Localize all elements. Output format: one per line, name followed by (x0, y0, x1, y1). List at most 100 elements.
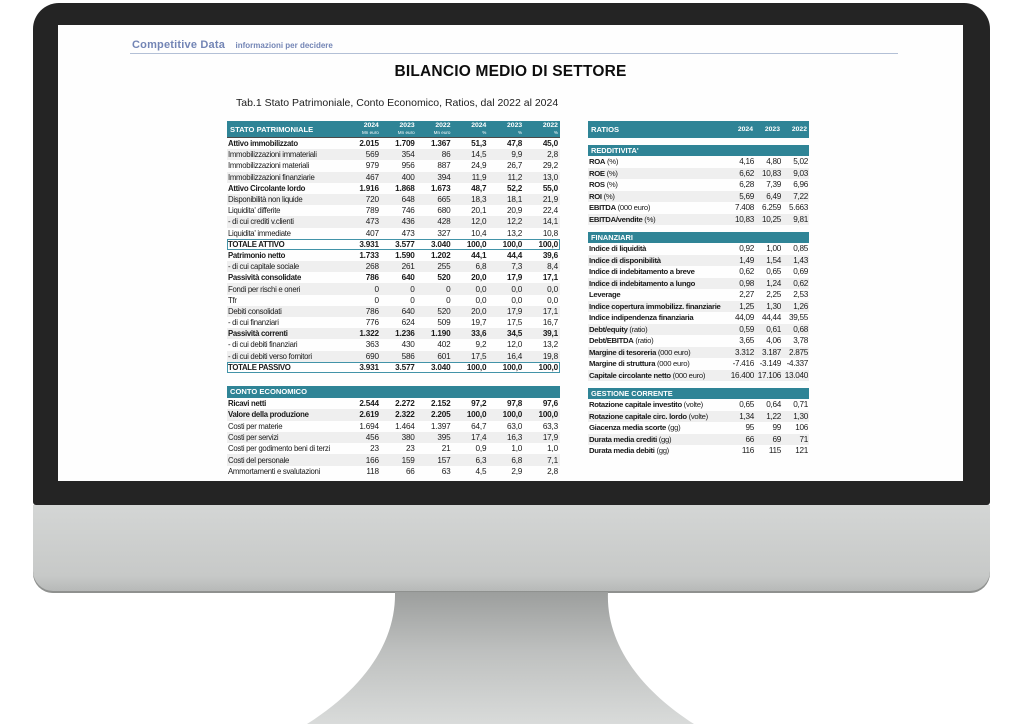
cell-value: 20,0 (471, 306, 487, 316)
cell-value: 22,4 (542, 206, 558, 216)
ratios-table: RATIOS 2024 2023 2022 REDDITIVITA' ROA (%) 4,1… (588, 121, 809, 457)
row-label: Costi per godimento beni di terzi (228, 444, 330, 454)
cell-value: 1,0 (511, 444, 523, 454)
cell-value: 473 (401, 228, 415, 238)
cell-value: 586 (401, 351, 415, 361)
cell-value: 1.202 (430, 250, 451, 260)
cell-value: 20,9 (507, 206, 523, 216)
table-row: EBITDA (000 euro) 7.408 6.259 5.663 (588, 202, 809, 214)
table-row: Indice di disponibilità 1,49 1,54 1,43 (588, 254, 809, 266)
cell-value: 17,5 (471, 351, 487, 361)
cell-value: 8,4 (547, 262, 558, 272)
cell-value: 4,80 (766, 157, 781, 167)
cell-value: 2,8 (547, 466, 558, 476)
cell-value: 71 (799, 434, 808, 444)
cell-value: 6,62 (739, 168, 754, 178)
stato-patrimoniale-table: STATO PATRIMONIALE 2024 Mn euro 2023 Mn euro… (227, 121, 560, 373)
cell-value: 327 (437, 228, 451, 238)
brand-tagline: informazioni per decidere (235, 41, 333, 50)
table-row: Debt/equity (ratio) 0,59 0,61 0,68 (588, 323, 809, 335)
column-unit: % (553, 129, 558, 135)
column-year: 2022 (435, 122, 451, 129)
cell-value: 0,98 (739, 278, 754, 288)
cell-value: 0,68 (793, 324, 808, 334)
cell-value: 648 (401, 195, 415, 205)
column-unit: Mn euro (361, 129, 379, 135)
column-header: 2022% (524, 121, 560, 137)
row-label: TOTALE PASSIVO (228, 362, 291, 372)
cell-value: 13.040 (784, 370, 809, 380)
cell-value: 1,30 (766, 301, 781, 311)
cell-value: 115 (768, 446, 781, 456)
row-label: Ammortamenti e svalutazioni (228, 466, 320, 476)
cell-value: 97,2 (471, 399, 487, 409)
cell-value: 17,9 (542, 433, 558, 443)
table-row: - di cui capitale sociale 268 261 255 6,8 7,3… (227, 261, 560, 273)
row-label: Indice copertura immobilizz. finanziarie (589, 301, 721, 311)
cell-value: 601 (437, 351, 451, 361)
row-unit: (ratio) (627, 324, 648, 334)
cell-value: 0,71 (793, 400, 808, 410)
row-label: - di cui debiti verso fornitori (228, 351, 312, 361)
cell-value: 1,25 (739, 301, 754, 311)
cell-value: 467 (365, 172, 379, 182)
cell-value: 261 (401, 262, 415, 272)
table-row: Margine di tesoreria (000 euro) 3.312 3.18… (588, 346, 809, 358)
cell-value: 520 (437, 306, 451, 316)
cell-value: 2.619 (359, 410, 379, 420)
cell-value: 48,7 (471, 183, 487, 193)
table-row: Rotazione capitale circ. lordo (volte) 1,… (588, 410, 809, 422)
cell-value: 26,7 (507, 161, 523, 171)
table-row: Disponibilità non liquide 720 648 665 18,3 18… (227, 193, 560, 206)
cell-value: 17,9 (507, 306, 523, 316)
cell-value: 55,0 (542, 183, 558, 193)
row-label: Passività correnti (228, 329, 288, 339)
table-row: Fondi per rischi e oneri 0 0 0 0,0 0,0 0,0 (227, 283, 560, 295)
table-row: - di cui debiti verso fornitori 690 586 601… (227, 350, 560, 362)
table-title: CONTO ECONOMICO (227, 386, 560, 398)
cell-value: 0,0 (475, 295, 487, 305)
cell-value: 354 (401, 150, 415, 160)
monitor-stand (307, 592, 694, 724)
cell-value: 97,8 (507, 399, 523, 409)
section-title: GESTIONE CORRENTE (588, 388, 809, 399)
cell-value: 1.709 (395, 139, 415, 149)
cell-value: 690 (365, 351, 379, 361)
table-row: Liquidita' immediate 407 473 327 10,4 13,2 10,… (227, 228, 560, 239)
table-row: Costi per servizi 456 380 395 17,4 16,3 17,9 (227, 431, 560, 444)
row-label: Attivo immobilizzato (228, 139, 298, 149)
cell-value: 5.663 (789, 203, 808, 213)
cell-value: 456 (365, 433, 379, 443)
cell-value: 159 (401, 455, 415, 465)
cell-value: 13,2 (507, 228, 523, 238)
cell-value: 23 (370, 444, 379, 454)
cell-value: 1.236 (395, 329, 415, 339)
cell-value: 0,59 (739, 324, 754, 334)
brand-name: Competitive Data (132, 39, 226, 51)
cell-value: 100,0 (466, 239, 487, 249)
cell-value: 86 (441, 150, 451, 160)
cell-value: -3.149 (759, 359, 782, 369)
table-row: EBITDA/vendite (%) 10,83 10,25 9,81 (588, 213, 809, 225)
table-row: ROE (%) 6,62 10,83 9,03 (588, 167, 809, 179)
row-label: - di cui debiti finanziari (228, 340, 298, 350)
cell-value: 7,1 (547, 455, 558, 465)
row-label: EBITDA/vendite (%) (589, 214, 656, 224)
cell-value: 16,7 (542, 318, 558, 328)
row-unit: (000 euro) (615, 203, 651, 213)
cell-value: 10,25 (762, 214, 781, 224)
row-unit: (%) (604, 180, 618, 190)
cell-value: 47,8 (507, 139, 523, 149)
row-label: Rotazione capitale investito (volte) (589, 400, 703, 410)
cell-value: 956 (401, 161, 415, 171)
table-row: Ricavi netti 2.544 2.272 2.152 97,2 97,8 97,6 (227, 398, 560, 409)
cell-value: 64,7 (471, 421, 487, 431)
row-label: Debt/equity (ratio) (589, 324, 648, 334)
cell-value: 12,0 (507, 340, 523, 350)
table-row: - di cui finanziari 776 624 509 19,7 17,5 16,7 (227, 317, 560, 328)
table-row: Durata media debiti (gg) 116 115 121 (588, 445, 809, 457)
cell-value: 7,39 (766, 180, 781, 190)
cell-value: -7.416 (732, 359, 755, 369)
table-row: Costi del personale 166 159 157 6,3 6,8 7,1 (227, 454, 560, 466)
row-label: Attivo Circolante lordo (228, 183, 306, 193)
